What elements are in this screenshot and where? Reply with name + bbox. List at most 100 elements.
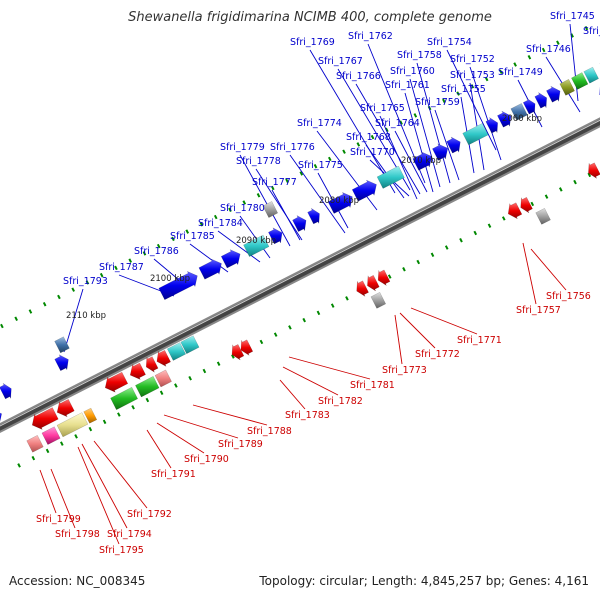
gene-shape [104, 371, 129, 393]
forward-gene [268, 227, 283, 245]
tick-mark [128, 258, 133, 263]
forward-gene-label: Sfri_1769 [290, 37, 335, 48]
tick-mark [356, 142, 361, 147]
reverse-gene-label: Sfri_1756 [546, 291, 591, 302]
gene-shape [0, 382, 12, 400]
gene-shape [110, 386, 139, 411]
tick-mark [60, 441, 64, 446]
reverse-gene-label: Sfri_1783 [285, 410, 330, 421]
reverse-gene-label: Sfri_1757 [516, 305, 561, 316]
forward-gene [243, 234, 270, 257]
reverse-gene [507, 202, 523, 220]
gene-shape [571, 72, 589, 90]
forward-gene-label: Sfri_1767 [318, 56, 363, 67]
forward-gene [559, 78, 575, 96]
tick-mark [213, 214, 218, 220]
label-connector [77, 446, 120, 545]
label-connector [355, 83, 421, 195]
reverse-gene-label: Sfri_1799 [36, 514, 81, 525]
kbp-label: 2110 kbp [66, 311, 106, 321]
forward-gene [546, 85, 561, 103]
gene-shape [307, 207, 320, 225]
tick-mark [231, 354, 235, 359]
gene-shape [220, 249, 241, 269]
tick-mark [71, 287, 75, 292]
label-connector [409, 78, 441, 188]
gene-shape [559, 78, 575, 96]
kbp-label: 2080 kbp [319, 196, 359, 206]
reverse-gene-label: Sfri_1795 [99, 545, 144, 556]
reverse-gene-label: Sfri_1791 [151, 469, 196, 480]
reverse-gene-label: Sfri_1772 [415, 349, 460, 360]
forward-gene [327, 191, 353, 214]
tick-mark [117, 412, 121, 417]
label-connector [50, 468, 76, 529]
map-title: Shewanella frigidimarina NCIMB 400, comp… [128, 10, 492, 25]
tick-mark [416, 259, 421, 265]
tick-mark [316, 310, 321, 316]
gene-shape [292, 214, 307, 232]
gene-shape [129, 362, 146, 381]
tick-mark [185, 229, 190, 234]
reverse-gene [377, 269, 391, 287]
tick-mark [342, 149, 346, 154]
forward-gene [158, 270, 198, 301]
tick-mark [487, 223, 492, 228]
label-connector [93, 440, 148, 509]
tick-mark [285, 178, 289, 183]
reverse-gene-label: Sfri_1788 [247, 426, 292, 437]
forward-gene-label: Sfri_1754 [427, 37, 472, 48]
label-connector [404, 92, 434, 193]
forward-gene-label: Sfri_1766 [336, 71, 381, 82]
gene-shape [446, 136, 461, 154]
forward-gene-label: Sfri_1749 [498, 67, 543, 78]
label-connector [530, 248, 567, 291]
forward-gene-label: Sfri_1762 [348, 31, 393, 42]
tick-mark [330, 303, 335, 308]
label-connector [316, 130, 378, 211]
tick-mark [459, 238, 463, 243]
tick-mark [57, 294, 61, 300]
kbp-label: 2060 kbp [502, 114, 542, 124]
gene-shape [370, 291, 387, 309]
accession-text: Accession: NC_008345 [9, 574, 146, 588]
tick-mark [541, 47, 546, 53]
gene-shape [377, 269, 391, 287]
tick-mark [302, 317, 306, 323]
forward-gene-label: Sfri_1776 [270, 142, 315, 153]
forward-gene-label: Sfri_1746 [526, 44, 571, 55]
reverse-gene [56, 398, 75, 418]
forward-gene [351, 179, 377, 202]
gene-shape [497, 110, 512, 128]
label-connector [379, 115, 418, 200]
gene-shape [535, 207, 551, 225]
label-connector [416, 62, 451, 184]
forward-gene-label: Sfri_1752 [450, 54, 495, 65]
tick-mark [530, 201, 535, 207]
gene-shape [145, 356, 159, 373]
tick-mark [413, 113, 418, 118]
label-connector [289, 154, 346, 234]
forward-gene-label: Sfri_1758 [397, 50, 442, 61]
forward-gene-label: Sfri_1770 [350, 147, 395, 158]
tick-mark [587, 172, 592, 178]
label-connector [288, 356, 371, 380]
label-connector [63, 288, 84, 353]
tick-mark [145, 397, 150, 403]
genome-backbone [0, 117, 600, 434]
label-connector [271, 189, 301, 241]
gene-shape [135, 375, 160, 398]
tick-mark [216, 361, 221, 366]
tick-mark [499, 69, 503, 75]
reverse-gene [129, 362, 146, 381]
tick-mark [501, 216, 506, 221]
tick-mark [142, 251, 147, 256]
gene-shape [351, 179, 377, 202]
tick-mark [159, 390, 164, 396]
label-connectors [39, 23, 600, 545]
forward-gene-label: Sfri_1760 [390, 66, 435, 77]
tick-mark [470, 84, 475, 89]
gene-shape [462, 123, 489, 146]
tick-mark [402, 267, 406, 272]
tick-mark [473, 230, 478, 236]
